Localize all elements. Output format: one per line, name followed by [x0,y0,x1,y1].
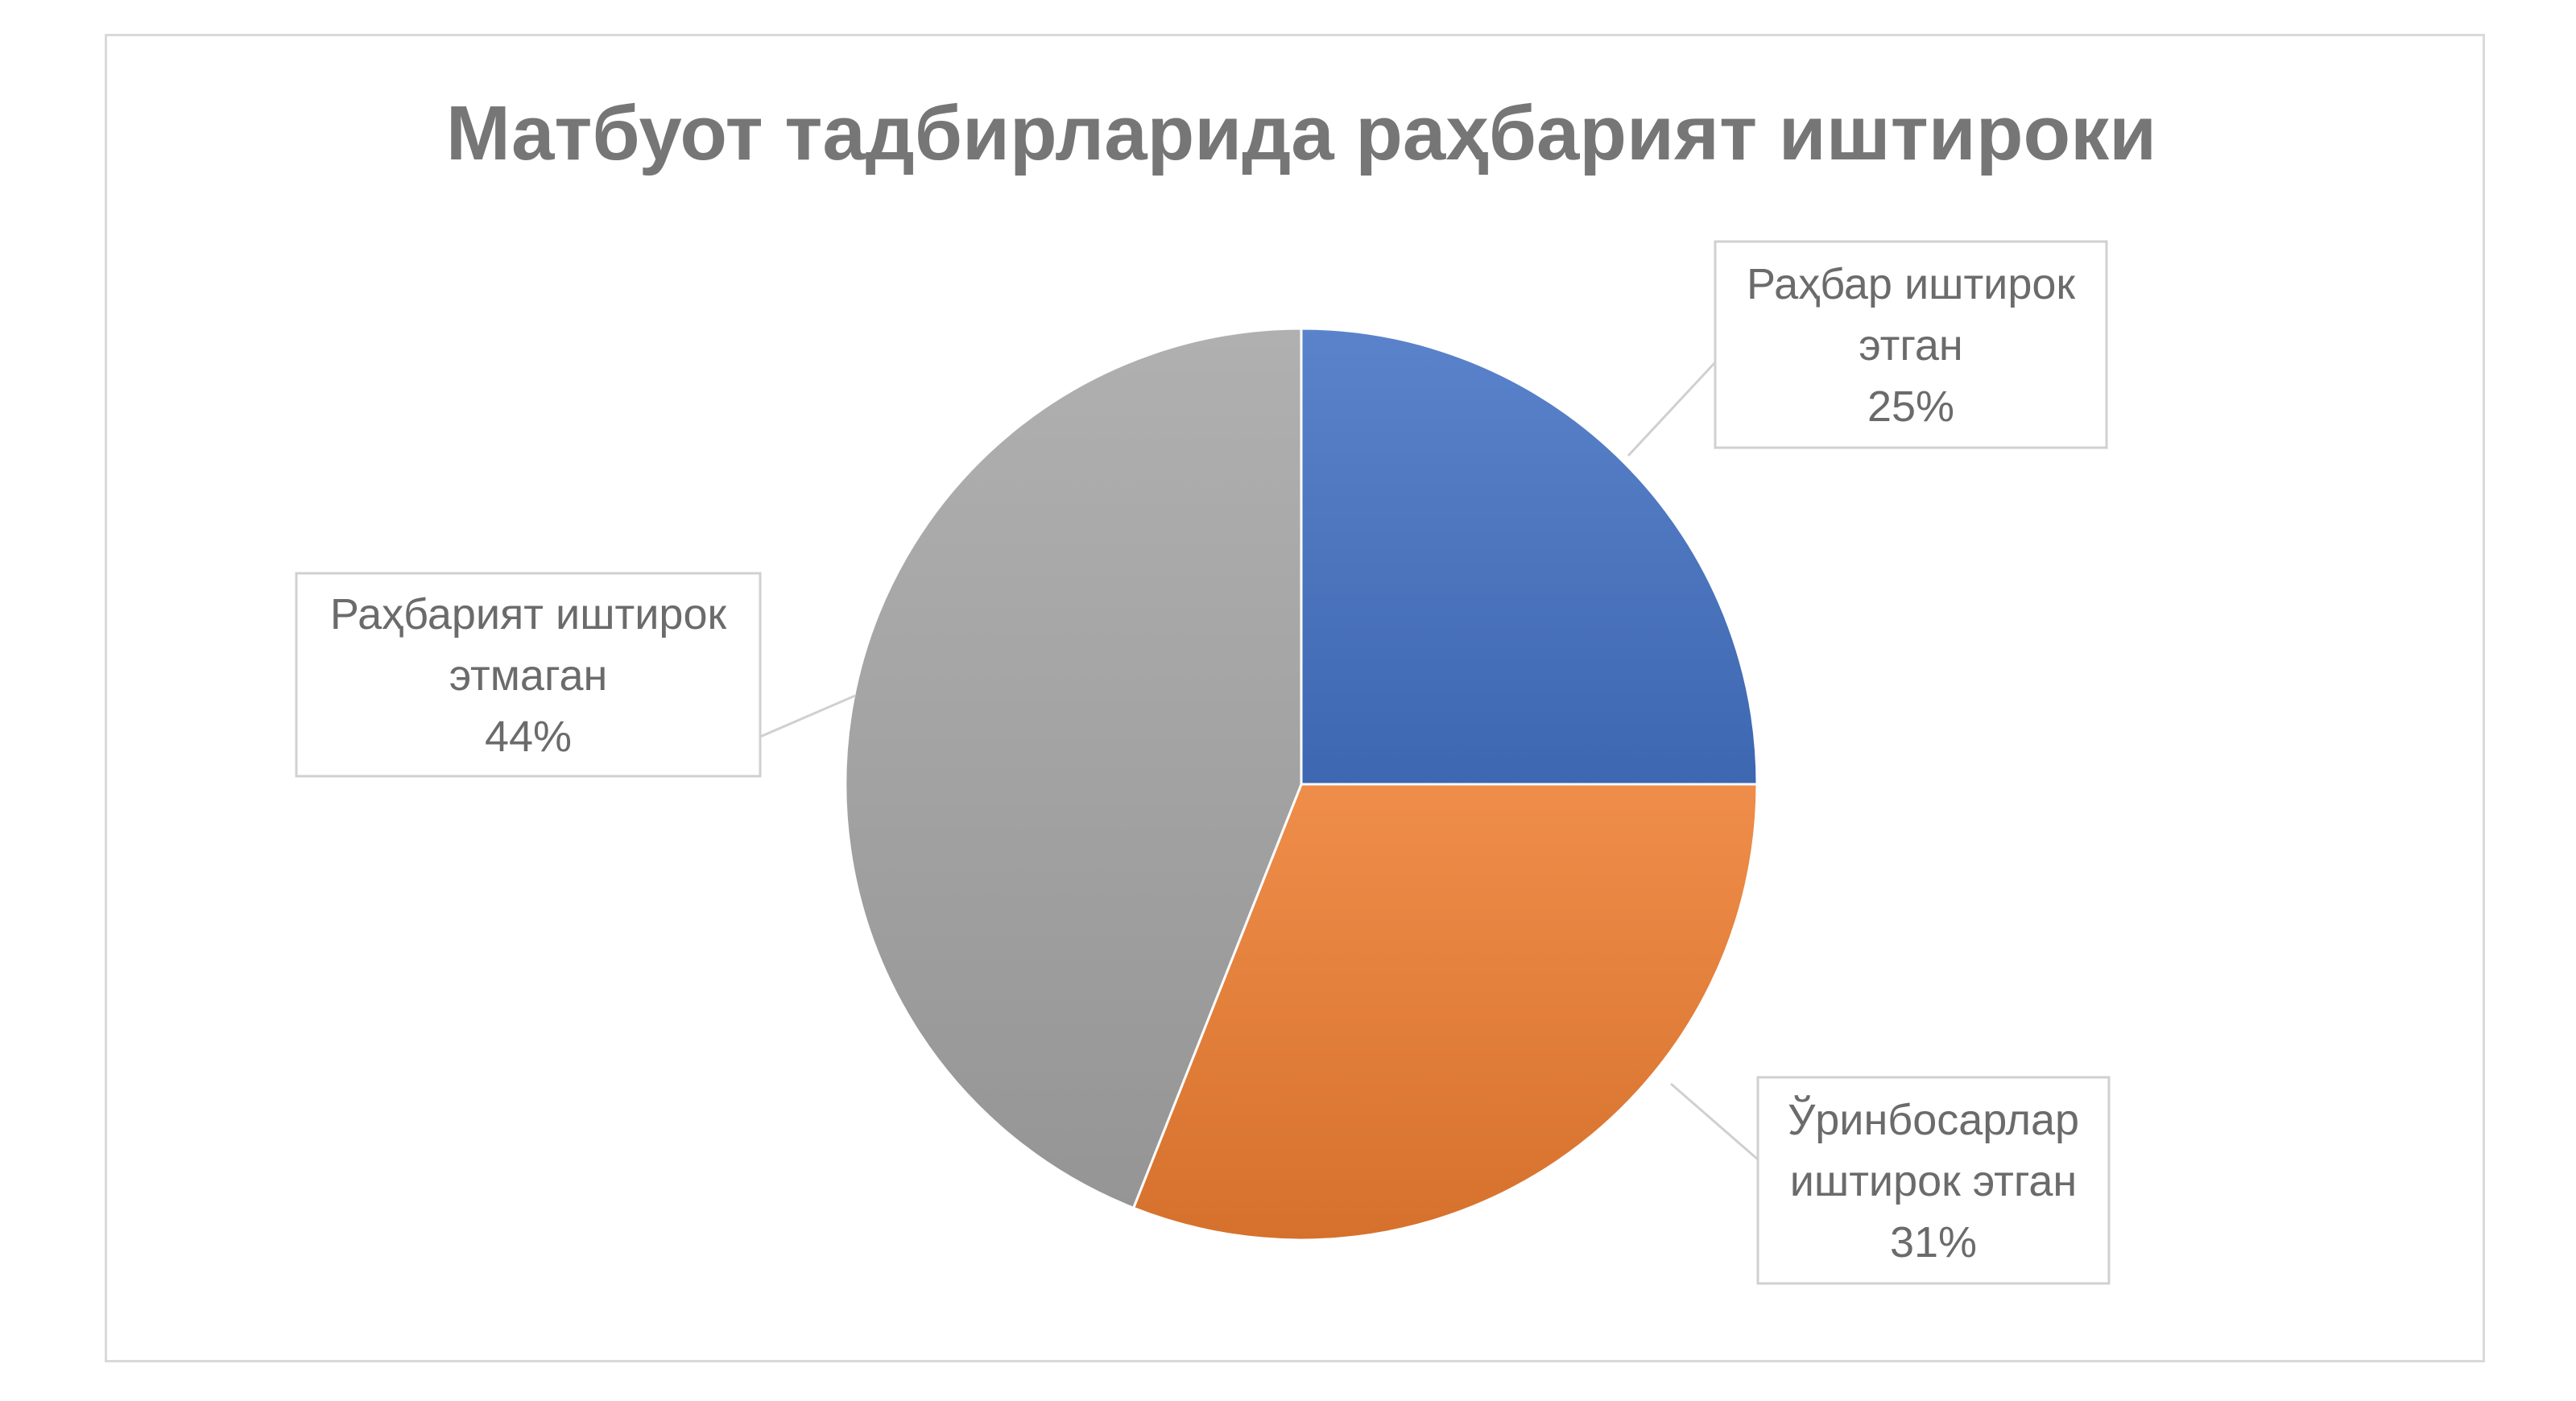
data-labels: Раҳбар иштирок этган 25% Ўринбосарлар иштиро… [295,240,2111,1285]
leader-line [759,694,856,738]
slice-label: Ўринбосарлар [1788,1095,2079,1144]
slice-label: этмаган [449,651,608,700]
slice-percent: 25% [1867,382,1954,431]
label-box [295,572,762,778]
data-label: Раҳбарият иштирок этмаган 44% [295,572,856,778]
label-box [1756,1076,2111,1285]
leader-line [1627,361,1717,457]
slice-percent: 44% [485,713,572,761]
label-box [1714,240,2108,449]
data-label: Ўринбосарлар иштирок этган 31% [1670,1076,2111,1285]
data-label: Раҳбар иштирок этган 25% [1627,240,2108,457]
chart-title: Матбуот тадбирларида раҳбарият иштироки [446,90,2156,176]
slice-label: Раҳбар иштирок [1747,260,2075,308]
slice-percent: 31% [1890,1218,1977,1267]
pie-slice [844,327,1303,1210]
pie-slice [1131,783,1759,1242]
slice-label: иштирок этган [1790,1157,2078,1205]
leader-line [1670,1082,1759,1161]
pie-slices [844,327,1759,1242]
slice-label: этган [1859,321,1962,370]
slice-label: Раҳбарият иштирок [330,590,727,639]
pie-slice [1300,327,1759,786]
